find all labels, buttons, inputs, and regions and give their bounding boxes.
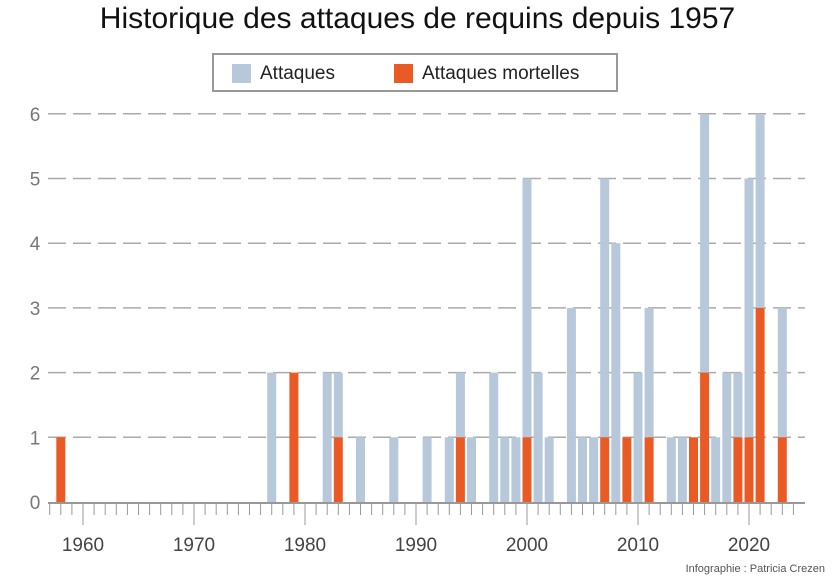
- y-tick-label: 5: [30, 170, 41, 191]
- bar-mortelles-2020: [744, 437, 754, 502]
- bar-mortelles-1983: [333, 437, 343, 502]
- bar-mortelles-2023: [777, 437, 787, 502]
- bar-attaques-1983: [333, 372, 343, 438]
- bar-attaques-2014: [677, 437, 687, 502]
- bar-attaques-1995: [467, 437, 476, 502]
- x-tick-label: 2010: [617, 535, 659, 556]
- bar-attaques-1999: [511, 437, 521, 502]
- bar-mortelles-2011: [644, 437, 654, 502]
- bar-attaques-1982: [322, 372, 332, 502]
- bar-attaques-1993: [444, 437, 454, 502]
- bar-attaques-2010: [633, 372, 643, 502]
- x-tick-label: 1960: [62, 535, 104, 556]
- bar-attaques-1998: [500, 437, 510, 502]
- bar-attaques-2001: [533, 372, 543, 502]
- bar-mortelles-2000: [522, 437, 532, 502]
- bar-attaques-1988: [389, 437, 399, 502]
- bar-mortelles-2019: [733, 437, 743, 502]
- bar-mortelles-2021: [755, 307, 765, 502]
- legend-swatch-mortelles: [394, 64, 413, 83]
- chart-title: Historique des attaques de requins depui…: [99, 2, 736, 35]
- legend-label-attaques: Attaques: [260, 63, 335, 84]
- y-tick-label: 6: [30, 105, 41, 126]
- bar-attaques-1985: [356, 437, 365, 502]
- bar-attaques-2004: [566, 307, 576, 502]
- x-tick-label: 2000: [506, 535, 548, 556]
- bar-attaques-2019: [733, 372, 743, 438]
- y-tick-label: 4: [30, 234, 41, 255]
- x-tick-label: 1970: [173, 535, 215, 556]
- bar-attaques-1997: [489, 372, 499, 502]
- bar-attaques-1991: [422, 437, 432, 502]
- bar-mortelles-2007: [600, 437, 610, 502]
- bar-mortelles-1994: [455, 437, 465, 502]
- legend-label-mortelles: Attaques mortelles: [422, 63, 580, 84]
- bar-mortelles-2015: [689, 437, 698, 502]
- bar-attaques-2000: [522, 178, 532, 438]
- x-tick-label: 2020: [728, 535, 770, 556]
- bar-attaques-2020: [744, 178, 754, 438]
- bar-attaques-2007: [600, 178, 610, 438]
- bar-attaques-1977: [267, 372, 277, 502]
- bar-attaques-2016: [700, 113, 710, 373]
- y-tick-label: 1: [30, 428, 41, 449]
- bar-attaques-2006: [589, 437, 599, 502]
- bar-mortelles-1958: [56, 437, 66, 502]
- bar-attaques-2013: [666, 437, 676, 502]
- y-tick-label: 3: [30, 299, 41, 320]
- y-tick-label: 2: [30, 364, 41, 385]
- bar-attaques-2018: [722, 372, 732, 502]
- bar-attaques-2011: [644, 307, 654, 438]
- bar-attaques-2017: [711, 437, 721, 502]
- bar-attaques-2008: [611, 243, 621, 502]
- x-tick-label: 1990: [395, 535, 437, 556]
- bar-attaques-1994: [455, 372, 465, 438]
- bar-attaques-2005: [578, 437, 587, 502]
- bar-mortelles-1979: [289, 372, 299, 502]
- bar-mortelles-2009: [622, 437, 632, 502]
- bar-attaques-2021: [755, 113, 765, 308]
- legend: Attaques Attaques mortelles: [212, 53, 618, 92]
- bar-mortelles-2016: [700, 372, 710, 502]
- x-tick-label: 1980: [284, 535, 326, 556]
- credit: Infographie : Patricia Crezen: [685, 563, 825, 575]
- legend-swatch-attaques: [232, 64, 251, 83]
- bar-attaques-2023: [777, 307, 787, 438]
- bar-attaques-2002: [544, 437, 554, 502]
- y-tick-label: 0: [30, 493, 41, 514]
